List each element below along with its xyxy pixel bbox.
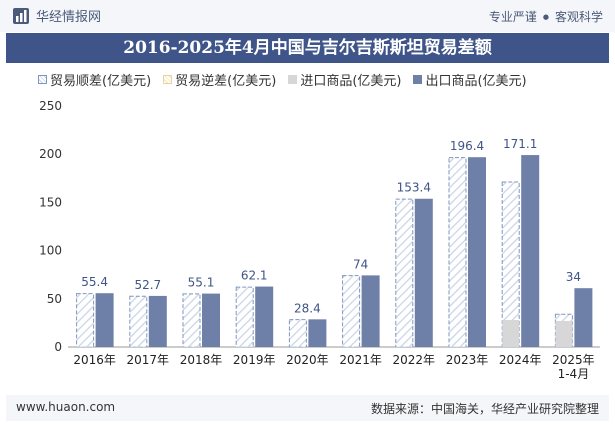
bar-export <box>574 288 593 347</box>
legend-item-export: 出口商品(亿美元) <box>413 70 527 89</box>
footer-source: 数据来源：中国海关，华经产业研究院整理 <box>370 402 599 416</box>
top-bar: 华经情报网 专业严谨 ● 客观科学 <box>0 0 615 32</box>
brand: 华经情报网 <box>12 6 101 25</box>
slogan-right: 客观科学 <box>554 10 603 24</box>
data-label: 171.1 <box>503 137 537 151</box>
x-tick-label: 2018年 <box>180 353 223 367</box>
bar-import <box>236 346 254 347</box>
bar-import <box>555 320 573 347</box>
data-label: 153.4 <box>397 181 431 195</box>
bar-export <box>202 293 220 347</box>
legend-item-surplus: 贸易顺差(亿美元) <box>38 70 151 89</box>
slogan-left: 专业严谨 <box>488 10 537 24</box>
bar-chart: 0 50 100 150 200 250 2016年 2017年 2018年 2019年 2020年… <box>39 99 600 381</box>
bar-export <box>521 155 540 347</box>
bar-surplus <box>182 293 201 348</box>
bar-export <box>255 286 274 347</box>
x-tick-label: 2023年 <box>446 353 489 367</box>
bar-surplus <box>501 181 520 348</box>
slogan-separator: ● <box>542 12 549 21</box>
data-label: 196.4 <box>450 139 484 153</box>
legend-label-deficit: 贸易逆差(亿美元) <box>175 74 277 89</box>
data-label: 55.1 <box>188 276 215 290</box>
chart-legend: 贸易顺差(亿美元) 贸易逆差(亿美元) 进口商品(亿美元) 出口商品(亿美元) <box>38 70 527 89</box>
y-tick-label: 250 <box>39 99 62 113</box>
bar-export <box>361 275 380 347</box>
legend-item-deficit: 贸易逆差(亿美元) <box>163 70 276 89</box>
legend-swatch-export <box>413 75 423 84</box>
x-tick-label: 2025年 1-4月 <box>552 353 595 381</box>
legend-label-export: 出口商品(亿美元) <box>425 74 527 89</box>
chart-title: 2016-2025年4月中国与吉尔吉斯斯坦贸易差额 <box>6 33 609 63</box>
y-tick-label: 200 <box>39 147 62 161</box>
legend-swatch-import <box>288 75 298 84</box>
legend-swatch-deficit <box>163 75 173 84</box>
y-tick-label: 50 <box>47 292 62 306</box>
legend-item-import: 进口商品(亿美元) <box>288 70 401 89</box>
bar-surplus <box>235 286 254 348</box>
data-label: 34 <box>566 270 581 284</box>
bar-export <box>95 293 114 347</box>
data-label: 55.4 <box>81 275 108 289</box>
brand-name: 华经情报网 <box>36 10 102 25</box>
data-label: 52.7 <box>134 278 161 292</box>
bar-surplus <box>395 198 414 348</box>
bar-export <box>308 319 327 347</box>
x-tick-label: 2021年 <box>339 353 382 367</box>
y-tick-label: 100 <box>39 244 62 258</box>
legend-label-import: 进口商品(亿美元) <box>300 74 402 89</box>
bar-surplus <box>448 157 467 348</box>
data-label: 74 <box>353 257 368 271</box>
chart-logo-icon <box>13 7 29 24</box>
x-tick-label: 2024年 <box>499 353 542 367</box>
data-label: 62.1 <box>241 269 268 283</box>
bar-export <box>468 157 486 347</box>
data-label: 28.4 <box>294 301 321 315</box>
footer-url: www.huaon.com <box>16 400 116 414</box>
bar-import <box>502 320 520 347</box>
y-tick-label: 150 <box>39 195 62 209</box>
footer: www.huaon.com 数据来源：中国海关，华经产业研究院整理 <box>6 395 609 421</box>
bar-export <box>414 198 433 347</box>
legend-swatch-surplus <box>38 75 47 84</box>
slogan: 专业严谨 ● 客观科学 <box>489 8 603 25</box>
bar-export <box>148 295 167 347</box>
x-tick-label: 2019年 <box>233 353 276 367</box>
x-tick-label: 2016年 <box>73 353 116 367</box>
x-tick-label: 2022年 <box>393 353 436 367</box>
y-tick-label: 0 <box>54 340 62 354</box>
x-tick-label: 2020年 <box>286 353 329 367</box>
bar-surplus <box>288 319 307 348</box>
legend-label-surplus: 贸易顺差(亿美元) <box>50 74 152 89</box>
bar-surplus <box>129 295 148 348</box>
x-tick-label: 2017年 <box>127 353 170 367</box>
bar-surplus <box>76 293 95 348</box>
bar-surplus <box>342 275 361 348</box>
